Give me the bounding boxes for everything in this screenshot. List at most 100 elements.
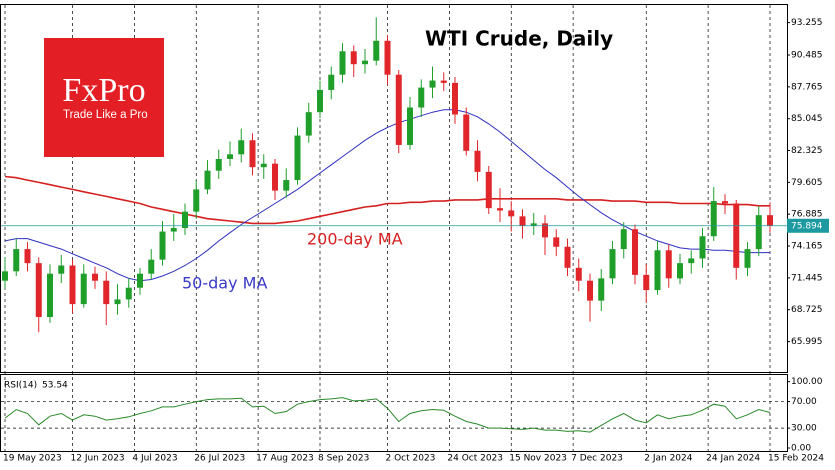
y-tick-label: 74.165 bbox=[791, 242, 823, 252]
candle-body bbox=[215, 158, 222, 171]
candle-body bbox=[418, 87, 425, 108]
y-tick-label: 70.00 bbox=[791, 397, 817, 407]
rsi-value: 53.54 bbox=[42, 381, 68, 391]
logo-brand: FxPro bbox=[62, 72, 145, 109]
x-tick-label: 8 Sep 2023 bbox=[318, 454, 369, 464]
candle-body bbox=[24, 249, 31, 264]
candle-body bbox=[587, 280, 593, 301]
candle-body bbox=[350, 51, 357, 65]
candle-body bbox=[733, 203, 740, 268]
moving-average-line bbox=[4, 175, 770, 225]
ma50-label: 50-day MA bbox=[182, 274, 267, 293]
candle-body bbox=[485, 171, 492, 209]
rsi-label: RSI(14) bbox=[4, 381, 37, 391]
y-tick-label: 93.255 bbox=[791, 18, 823, 28]
candle-body bbox=[362, 60, 368, 65]
candle-body bbox=[395, 74, 402, 145]
y-tick-label: 90.485 bbox=[791, 50, 823, 60]
x-tick-label: 4 Jul 2023 bbox=[132, 454, 177, 464]
candle-body bbox=[204, 170, 211, 190]
main-frame bbox=[0, 4, 788, 373]
candle-body bbox=[474, 150, 481, 172]
x-tick-label: 26 Jul 2023 bbox=[194, 454, 245, 464]
candle-body bbox=[103, 280, 110, 305]
y-tick-label: 68.725 bbox=[791, 305, 823, 315]
x-tick-label: 24 Oct 2023 bbox=[447, 454, 503, 464]
candle-body bbox=[463, 114, 470, 151]
y-tick-label: 65.995 bbox=[791, 337, 823, 347]
candle-body bbox=[80, 273, 87, 305]
candle-body bbox=[564, 246, 571, 268]
y-tick-label: 87.765 bbox=[791, 82, 823, 92]
candle-body bbox=[35, 263, 42, 317]
y-tick-label: 0.00 bbox=[791, 444, 811, 454]
y-tick-label: 30.00 bbox=[791, 424, 817, 434]
plot-layer: 19 May 2023 12 Jun 2023 4 Jul 2023 26 Jul 2… bbox=[1, 5, 829, 464]
candle-body bbox=[519, 216, 526, 226]
y-tick-label: 79.605 bbox=[791, 178, 823, 188]
x-tick-label: 7 Dec 2023 bbox=[571, 454, 623, 464]
candle-body bbox=[69, 265, 76, 305]
x-tick-label: 12 Jun 2023 bbox=[71, 454, 125, 464]
candle-body bbox=[317, 89, 323, 113]
candle-body bbox=[92, 273, 98, 281]
candle-body bbox=[193, 189, 200, 212]
candle-body bbox=[452, 82, 458, 115]
candle-body bbox=[744, 249, 751, 268]
x-tick-label: 15 Nov 2023 bbox=[509, 454, 567, 464]
candle-body bbox=[339, 51, 346, 75]
candle-body bbox=[530, 223, 537, 226]
candle-body bbox=[170, 228, 177, 232]
candle-body bbox=[620, 229, 627, 250]
y-tick-label: 82.325 bbox=[791, 146, 823, 156]
rsi-frame bbox=[0, 374, 788, 452]
candle-body bbox=[407, 107, 413, 145]
moving-average-line bbox=[4, 109, 770, 282]
ma200-label: 200-day MA bbox=[307, 230, 403, 249]
candle-body bbox=[148, 259, 155, 274]
x-tick-label: 19 May 2023 bbox=[3, 454, 62, 464]
y-tick-label: 71.445 bbox=[791, 273, 823, 283]
candle-body bbox=[47, 273, 53, 317]
rsi-line bbox=[4, 397, 771, 433]
x-tick-label: 15 Feb 2024 bbox=[768, 454, 824, 464]
candle-body bbox=[238, 140, 245, 155]
candle-body bbox=[227, 154, 233, 159]
candle-body bbox=[643, 274, 650, 291]
candle-body bbox=[688, 258, 695, 264]
candle-body bbox=[440, 80, 447, 83]
candle-body bbox=[125, 287, 132, 300]
candle-body bbox=[137, 273, 143, 288]
candle-body bbox=[294, 135, 301, 181]
candle-body bbox=[305, 112, 312, 136]
logo-box bbox=[44, 38, 164, 157]
x-tick-label: 17 Aug 2023 bbox=[256, 454, 314, 464]
y-tick-label: 85.045 bbox=[791, 114, 823, 124]
candle-body bbox=[632, 229, 638, 275]
y-tick-label: 76.885 bbox=[791, 210, 823, 220]
candle-body bbox=[283, 180, 290, 191]
candle-body bbox=[677, 263, 683, 279]
candle-body bbox=[722, 201, 728, 204]
candle-body bbox=[58, 265, 65, 274]
chart-title: WTI Crude, Daily bbox=[425, 27, 613, 51]
x-tick-label: 2 Jan 2024 bbox=[644, 454, 692, 464]
candle-body bbox=[508, 210, 515, 217]
candle-body bbox=[249, 140, 256, 168]
candle-body bbox=[609, 249, 616, 279]
candle-body bbox=[497, 208, 503, 211]
candle-body bbox=[384, 40, 391, 75]
candle-body bbox=[767, 215, 773, 226]
candle-body bbox=[553, 237, 560, 247]
logo-tagline: Trade Like a Pro bbox=[63, 109, 148, 121]
candle-body bbox=[598, 278, 605, 301]
candle-body bbox=[260, 163, 267, 168]
candle-body bbox=[699, 236, 706, 259]
candle-body bbox=[159, 231, 166, 260]
price-tag-label: 75.894 bbox=[791, 221, 823, 231]
candle-body bbox=[755, 215, 762, 250]
candle-body bbox=[272, 163, 278, 191]
x-tick-label: 2 Oct 2023 bbox=[386, 454, 436, 464]
price-tag bbox=[787, 218, 829, 233]
